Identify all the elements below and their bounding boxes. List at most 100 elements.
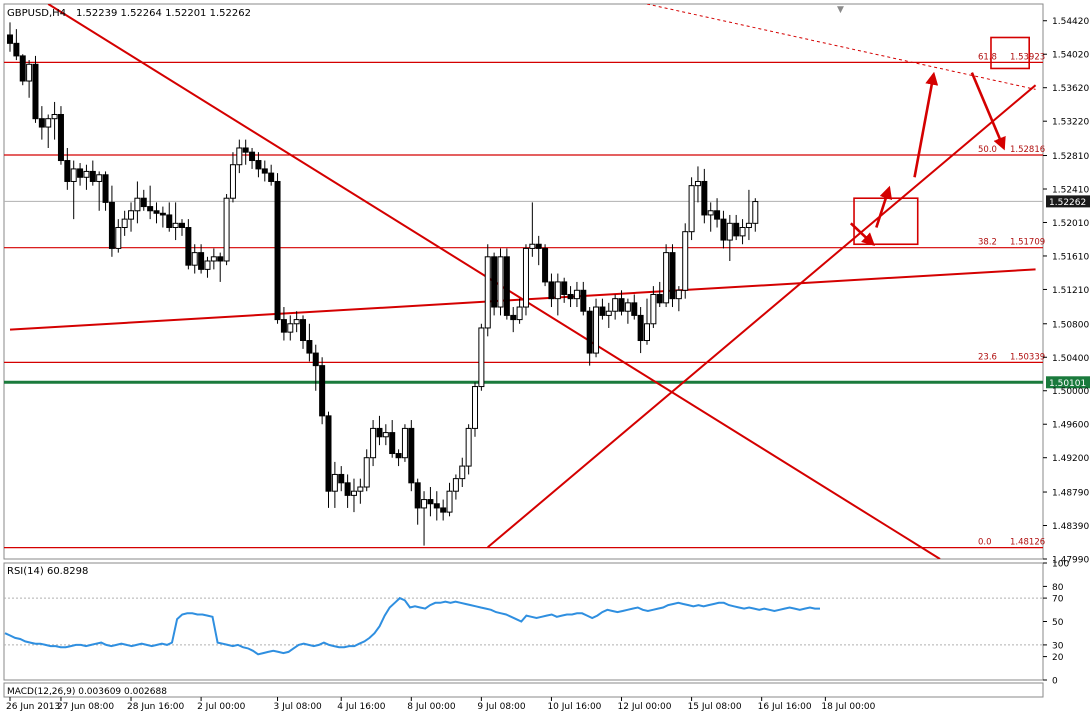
fib-price-label: 1.48126: [1010, 538, 1045, 548]
candle-bull: [51, 113, 58, 120]
candle-bear: [567, 293, 574, 300]
candle-bear: [414, 482, 421, 509]
y-axis-tick-label: 1.48390: [1052, 522, 1089, 532]
candle-bear: [178, 222, 185, 229]
candle-bull: [529, 243, 536, 249]
candle-bear: [325, 415, 332, 492]
candle-bear: [306, 340, 313, 354]
x-axis-tick-label: 2 Jul 00:00: [197, 702, 246, 712]
y-axis-tick-label: 1.49600: [1052, 421, 1089, 431]
candle-bear: [57, 113, 64, 162]
y-axis-tick-label: 1.48790: [1052, 489, 1089, 499]
candle-bear: [338, 473, 345, 484]
candle-bull: [516, 306, 523, 321]
candle-bear: [542, 247, 549, 283]
trendline-channel: [9, 268, 1036, 331]
candle-bear: [261, 168, 268, 174]
candle-bull: [421, 499, 428, 509]
macd-panel: [3, 682, 1044, 698]
candle-bear: [618, 298, 625, 312]
candle-bear: [440, 507, 447, 513]
candle-bull: [96, 174, 103, 182]
candle-bear: [166, 214, 173, 229]
candle-bull: [739, 227, 746, 237]
candle-bear: [586, 310, 593, 354]
candle-bear: [491, 256, 498, 308]
candle-bull: [752, 201, 759, 224]
candle-bull: [694, 180, 701, 187]
scroll-handle-icon[interactable]: ▼: [837, 5, 844, 15]
candle-bear: [38, 118, 45, 128]
candle-bull: [115, 227, 122, 249]
x-axis-tick-label: 9 Jul 08:00: [477, 702, 526, 712]
rsi-tick-label: 50: [1052, 618, 1064, 628]
candle-bull: [128, 210, 135, 220]
candle-bull: [663, 252, 670, 304]
candle-bear: [185, 227, 192, 266]
support-price-label: 1.50101: [1049, 379, 1086, 389]
candle-bear: [389, 432, 396, 455]
candle-bear: [217, 256, 224, 262]
projection-arrow: [970, 72, 1006, 151]
candle-bear: [13, 42, 20, 57]
candle-bear: [198, 252, 205, 270]
candle-bull: [612, 298, 619, 312]
rsi-tick-label: 100: [1052, 560, 1069, 570]
support-price-box: [1046, 376, 1090, 389]
candle-bear: [319, 365, 326, 417]
candle-bull: [446, 490, 453, 513]
candle-bull: [223, 197, 230, 262]
candle-bull: [204, 260, 211, 270]
y-axis-tick-label: 1.50400: [1052, 354, 1089, 364]
trendline-dotted-resistance: [646, 4, 1036, 90]
candle-bear: [7, 34, 13, 44]
rsi-tick-label: 70: [1052, 595, 1064, 605]
fib-level-label: 61.8: [978, 52, 997, 62]
chart-symbol-label: GBPUSD,H4: [7, 8, 66, 19]
candle-bull: [650, 293, 657, 325]
chart-ohlc-values: 1.52239 1.52264 1.52201 1.52262: [76, 8, 251, 19]
candle-bear: [395, 453, 402, 459]
candle-bull: [26, 63, 33, 82]
candle-bull: [350, 490, 357, 496]
rsi-title: RSI(14) 60.8298: [7, 566, 88, 577]
highlight-box: [990, 36, 1030, 70]
candle-bear: [147, 206, 154, 212]
candle-bull: [70, 168, 77, 182]
candle-bull: [472, 386, 479, 429]
x-axis-tick-label: 27 Jun 08:00: [57, 702, 114, 712]
candle-bear: [19, 55, 26, 82]
candle-bear: [268, 172, 275, 182]
candle-bull: [593, 306, 600, 354]
fib-price-label: 1.53923: [1010, 52, 1045, 62]
candle-bear: [503, 256, 510, 316]
x-axis-tick-label: 26 Jun 2013: [6, 702, 60, 712]
x-axis-tick-label: 18 Jul 00:00: [821, 702, 875, 712]
candle-bear: [720, 218, 727, 241]
candle-bear: [631, 302, 638, 316]
candle-bear: [733, 222, 740, 237]
candle-bear: [159, 212, 166, 216]
y-axis-tick-label: 1.51610: [1052, 252, 1089, 262]
candle-bull: [229, 164, 236, 199]
candle-bear: [32, 63, 39, 120]
candle-bull: [644, 323, 650, 342]
y-axis-tick-label: 1.53620: [1052, 84, 1089, 94]
fib-level-label: 38.2: [978, 238, 997, 248]
candle-bull: [191, 252, 198, 266]
y-axis-tick-label: 1.50000: [1052, 387, 1089, 397]
candle-bear: [140, 197, 147, 208]
candle-bear: [344, 482, 351, 496]
fib-level-label: 0.0: [978, 538, 992, 548]
candle-bear: [108, 201, 115, 249]
candle-bull: [707, 210, 714, 216]
candle-bear: [714, 210, 721, 220]
current-price-label: 1.52262: [1049, 198, 1086, 208]
fib-price-label: 1.52816: [1010, 145, 1045, 155]
candle-bull: [370, 427, 377, 459]
candle-bull: [401, 427, 408, 459]
y-axis-tick-label: 1.52010: [1052, 219, 1089, 229]
candle-bear: [580, 289, 587, 312]
candle-bear: [669, 252, 676, 300]
candle-bull: [478, 327, 485, 388]
